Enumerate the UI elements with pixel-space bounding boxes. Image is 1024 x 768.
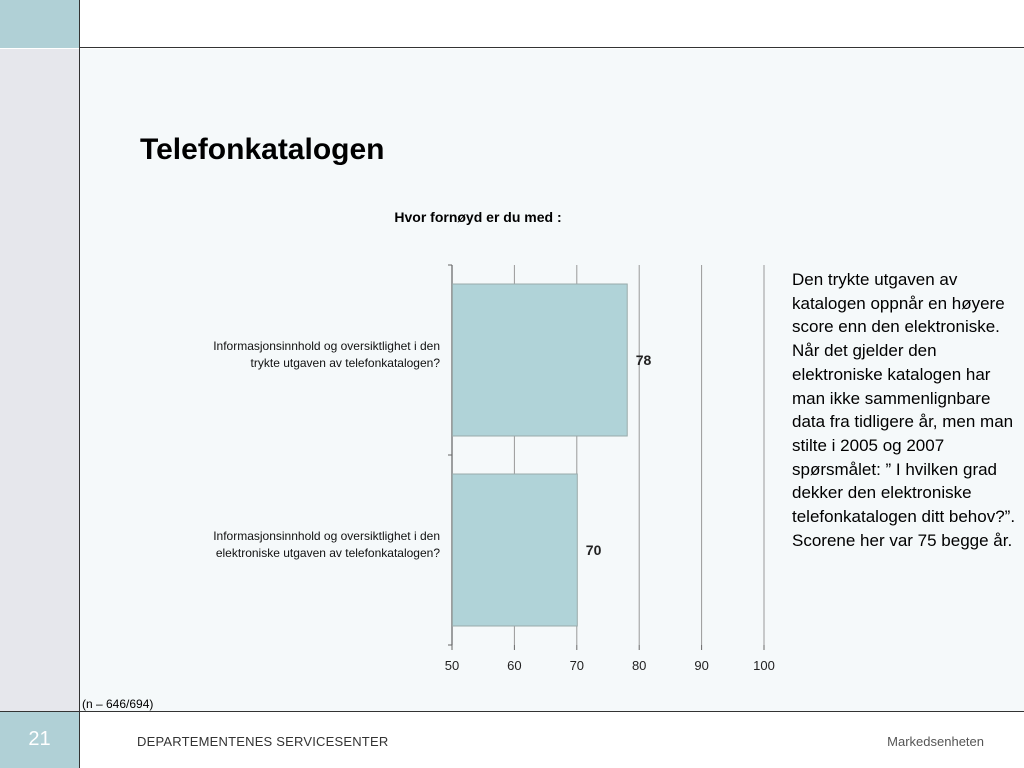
commentary-text: Den trykte utgaven av katalogen oppnår e… xyxy=(792,270,1016,550)
x-tick-label: 50 xyxy=(445,658,459,673)
sample-size-note: (n – 646/694) xyxy=(82,697,154,711)
x-tick-label: 100 xyxy=(753,658,775,673)
footer-unit: Markedsenheten xyxy=(887,734,984,749)
chart-labels: 50 60 70 80 90 100 78 Informasjonsinnhold og ov… xyxy=(213,339,775,673)
bar xyxy=(452,473,578,627)
x-tick-label: 60 xyxy=(507,658,521,673)
category-label: trykte utgaven av telefonkatalogen? xyxy=(251,356,441,370)
bar-chart: Hvor fornøyd er du med : 50 60 70 80 90 100 78… xyxy=(213,209,775,673)
slide-title: Telefonkatalogen xyxy=(140,133,385,166)
chart-bars xyxy=(452,283,628,627)
category-label: Informasjonsinnhold og oversiktlighet i … xyxy=(213,339,440,353)
footer-accent-block xyxy=(0,712,79,768)
vertical-divider xyxy=(79,0,80,768)
x-tick-label: 70 xyxy=(570,658,584,673)
x-tick-label: 90 xyxy=(694,658,708,673)
bar xyxy=(452,283,628,437)
footer-organization: DEPARTEMENTENES SERVICESENTER xyxy=(137,734,389,749)
left-margin-panel xyxy=(0,49,79,711)
header-accent-block xyxy=(0,0,79,48)
bar-value-label: 78 xyxy=(636,352,652,368)
footer-divider xyxy=(0,711,1024,712)
page-number: 21 xyxy=(28,728,51,750)
x-tick-label: 80 xyxy=(632,658,646,673)
header-bar xyxy=(0,0,1024,48)
category-label: elektroniske utgaven av telefonkatalogen… xyxy=(216,546,440,560)
bar-value-label: 70 xyxy=(586,542,602,558)
chart-title: Hvor fornøyd er du med : xyxy=(394,209,561,225)
category-label: Informasjonsinnhold og oversiktlighet i … xyxy=(213,529,440,543)
